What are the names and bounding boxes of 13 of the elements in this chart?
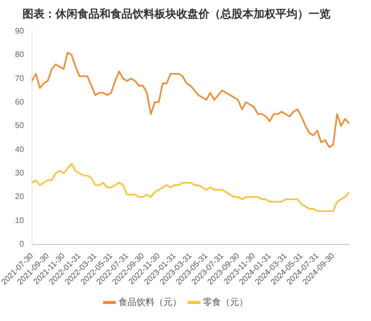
y-tick-label: 40 (15, 144, 24, 154)
legend-label: 零食（元） (203, 296, 248, 307)
y-tick-label: 60 (15, 97, 24, 106)
y-tick-label: 0 (19, 239, 24, 248)
y-tick-label: 90 (15, 26, 24, 36)
y-tick-label: 70 (15, 74, 24, 83)
y-tick-label: 20 (15, 192, 24, 202)
y-tick-label: 30 (15, 168, 24, 178)
chart-title: 图表：休闲食品和食品饮料板块收盘价（总股本加权平均）一览 (22, 7, 330, 20)
y-tick-label: 80 (15, 50, 24, 60)
y-tick-label: 10 (15, 216, 24, 225)
legend-label: 食品饮料（元） (118, 296, 182, 307)
y-tick-label: 50 (15, 121, 24, 130)
